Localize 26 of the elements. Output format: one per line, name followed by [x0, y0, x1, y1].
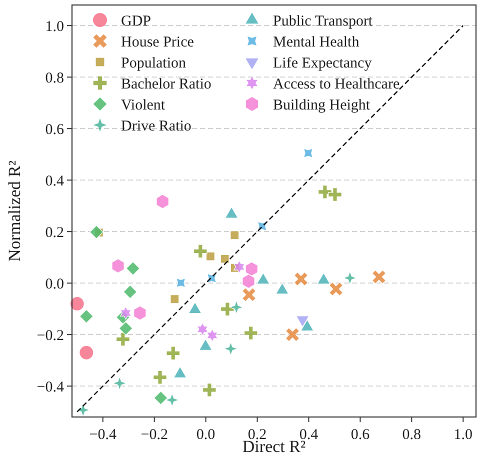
legend-label: Building Height	[273, 97, 371, 114]
y-tick-label: 1.0	[45, 18, 64, 35]
y-tick-label: 0.4	[45, 173, 64, 190]
y-tick-label: −0.4	[36, 379, 64, 396]
legend-label: House Price	[121, 34, 194, 50]
y-tick-label: 0.6	[45, 122, 64, 138]
y-tick-label: 0.0	[45, 276, 64, 292]
x-tick-label: −0.2	[140, 427, 168, 443]
x-tick-label: −0.4	[89, 427, 117, 443]
x-tick-label: 0.8	[402, 427, 422, 443]
legend-label: Drive Ratio	[121, 118, 192, 134]
y-tick-label: −0.2	[36, 328, 64, 344]
x-tick-label: 0.0	[196, 427, 216, 443]
legend-label: Population	[121, 55, 186, 72]
legend-label: Public Transport	[273, 13, 374, 30]
y-tick-label: 0.2	[45, 224, 64, 241]
legend-label: GDP	[121, 13, 152, 30]
legend-label: Violent	[121, 97, 166, 114]
y-tick-label: 0.8	[45, 70, 64, 86]
legend-label: Life Expectancy	[273, 55, 372, 72]
y-axis-title: Normalized R²	[5, 160, 24, 262]
legend-label: Bachelor Ratio	[121, 76, 212, 92]
x-tick-label: 0.6	[350, 427, 370, 443]
legend-label: Mental Health	[273, 34, 360, 50]
legend-label: Access to Healthcare	[273, 76, 400, 92]
x-tick-label: 1.0	[454, 427, 473, 443]
